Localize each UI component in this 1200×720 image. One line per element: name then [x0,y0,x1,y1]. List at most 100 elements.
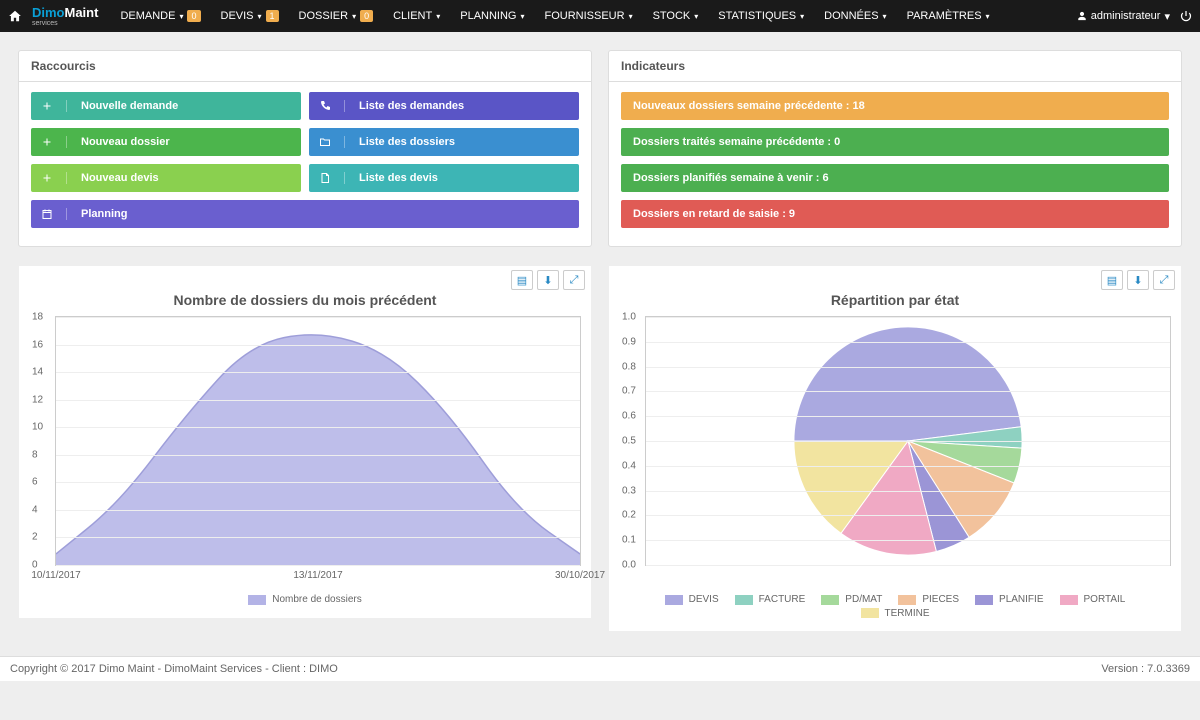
legend-item: Nombre de dossiers [248,594,361,605]
caret-icon: ▾ [800,12,804,21]
legend-swatch [898,595,916,605]
y-tick-label: 0.6 [622,411,636,422]
legend-label: PD/MAT [845,594,882,605]
doc-icon [319,172,345,184]
y-tick-label: 16 [32,339,43,350]
shortcut-button[interactable]: Nouveau devis [31,164,301,192]
y-tick-label: 14 [32,367,43,378]
nav-item-stock[interactable]: STOCK▾ [643,0,709,32]
shortcut-row: Nouveau devis Liste des devis [31,164,579,192]
indicators-body: Nouveaux dossiers semaine précédente : 1… [609,82,1181,246]
nav-item-fournisseur[interactable]: FOURNISSEUR▾ [535,0,643,32]
brand-part1: Dimo [32,5,65,20]
indicator-row[interactable]: Dossiers traités semaine précédente : 0 [621,128,1169,156]
pie-chart-title: Répartition par état [619,292,1171,308]
area-chart-legend: Nombre de dossiers [29,594,581,608]
brand-part2: Maint [65,5,99,20]
legend-item: PD/MAT [821,594,882,605]
brand-sub: services [32,20,98,27]
shortcut-label: Liste des demandes [359,100,464,112]
indicators-title: Indicateurs [609,51,1181,82]
home-icon[interactable] [8,9,22,23]
shortcut-button[interactable]: Planning [31,200,579,228]
download-icon[interactable]: ⬇ [537,270,559,290]
caret-icon: ▾ [520,12,524,21]
indicator-row[interactable]: Nouveaux dossiers semaine précédente : 1… [621,92,1169,120]
area-chart-title: Nombre de dossiers du mois précédent [29,292,581,308]
area-chart-toolbar: ▤ ⬇ ⤢ [511,270,585,290]
+-icon [41,100,67,112]
legend-swatch [735,595,753,605]
caret-icon: ▾ [1164,10,1170,23]
expand-icon[interactable]: ⤢ [563,270,585,290]
y-tick-label: 0.5 [622,436,636,447]
expand-icon[interactable]: ⤢ [1153,270,1175,290]
caret-icon: ▾ [629,12,633,21]
y-tick-label: 18 [32,312,43,323]
y-tick-label: 0.3 [622,485,636,496]
legend-swatch [665,595,683,605]
x-tick-label: 30/10/2017 [555,570,605,581]
shortcut-button[interactable]: Liste des demandes [309,92,579,120]
caret-icon: ▾ [436,12,440,21]
nav-item-label: DEVIS [221,10,254,22]
legend-label: PORTAIL [1084,594,1126,605]
user-menu[interactable]: administrateur ▾ [1077,10,1170,23]
download-icon[interactable]: ⬇ [1127,270,1149,290]
legend-item: PORTAIL [1060,594,1126,605]
export-icon[interactable]: ▤ [1101,270,1123,290]
logout-icon[interactable] [1180,10,1192,22]
nav-item-label: STOCK [653,10,691,22]
shortcuts-panel: Raccourcis Nouvelle demande Liste des dem… [18,50,592,247]
nav-item-devis[interactable]: DEVIS▾1 [211,0,289,32]
brand-logo[interactable]: DimoMaint services [32,5,98,27]
nav-item-planning[interactable]: PLANNING▾ [450,0,534,32]
indicators-panel: Indicateurs Nouveaux dossiers semaine pr… [608,50,1182,247]
right-column: Indicateurs Nouveaux dossiers semaine pr… [608,50,1182,632]
shortcut-row: Nouveau dossier Liste des dossiers [31,128,579,156]
shortcut-button[interactable]: Nouvelle demande [31,92,301,120]
nav-item-demande[interactable]: DEMANDE▾0 [110,0,210,32]
nav-item-statistiques[interactable]: STATISTIQUES ▾ [708,0,814,32]
navbar: DimoMaint services DEMANDE▾0DEVIS▾1DOSSI… [0,0,1200,32]
y-tick-label: 10 [32,422,43,433]
shortcut-label: Nouveau devis [81,172,159,184]
caret-icon: ▾ [694,12,698,21]
y-tick-label: 0.9 [622,336,636,347]
y-tick-label: 0.1 [622,535,636,546]
indicator-row[interactable]: Dossiers en retard de saisie : 9 [621,200,1169,228]
y-tick-label: 1.0 [622,312,636,323]
nav-badge: 0 [187,10,200,22]
legend-label: PIECES [922,594,959,605]
shortcut-button[interactable]: Liste des devis [309,164,579,192]
legend-swatch [1060,595,1078,605]
y-tick-label: 12 [32,394,43,405]
nav-item-paramètres[interactable]: PARAMÈTRES▾ [897,0,1000,32]
legend-item: FACTURE [735,594,806,605]
pie-chart-toolbar: ▤ ⬇ ⤢ [1101,270,1175,290]
y-tick-label: 6 [32,477,38,488]
nav-item-données[interactable]: DONNÉES ▾ [814,0,896,32]
nav-item-label: DOSSIER [299,10,349,22]
shortcut-button[interactable]: Liste des dossiers [309,128,579,156]
caret-icon: ▾ [883,12,887,21]
nav-item-label: DEMANDE [120,10,175,22]
y-tick-label: 0 [32,560,38,571]
legend-swatch [861,608,879,618]
nav-item-dossier[interactable]: DOSSIER▾0 [289,0,384,32]
indicator-row[interactable]: Dossiers planifiés semaine à venir : 6 [621,164,1169,192]
shortcuts-title: Raccourcis [19,51,591,82]
calendar-icon [41,208,67,220]
nav-item-label: STATISTIQUES [718,10,796,22]
nav-item-label: DONNÉES [824,10,878,22]
caret-icon: ▾ [986,12,990,21]
x-tick-label: 10/11/2017 [31,570,80,581]
pie-chart-panel: ▤ ⬇ ⤢ Répartition par état 0.00.10.20.30… [608,265,1182,632]
shortcut-label: Nouvelle demande [81,100,178,112]
shortcut-label: Nouveau dossier [81,136,170,148]
shortcut-button[interactable]: Nouveau dossier [31,128,301,156]
nav-item-label: CLIENT [393,10,432,22]
legend-label: DEVIS [689,594,719,605]
nav-item-client[interactable]: CLIENT ▾ [383,0,450,32]
export-icon[interactable]: ▤ [511,270,533,290]
